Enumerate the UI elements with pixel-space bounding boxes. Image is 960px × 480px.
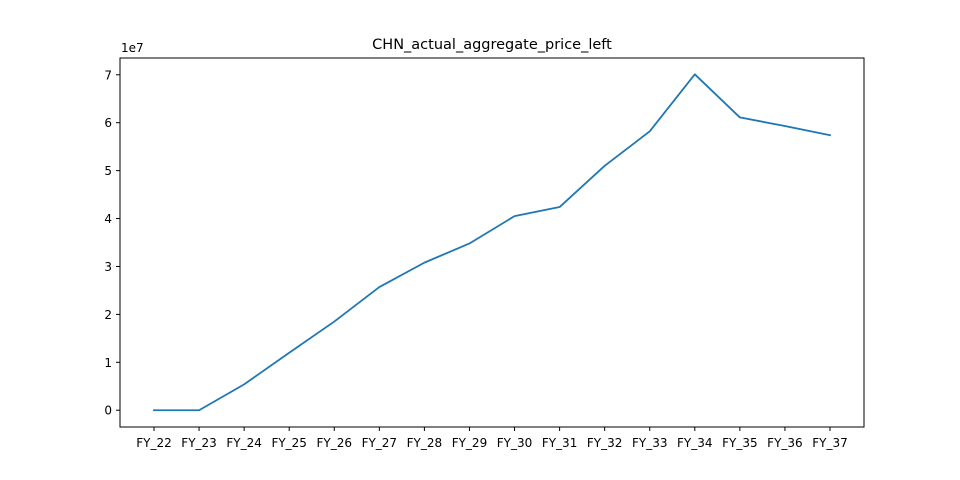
x-tick-label: FY_35 xyxy=(722,436,758,450)
x-tick-label: FY_28 xyxy=(407,436,443,450)
x-tick-label: FY_27 xyxy=(362,436,398,450)
x-tick-label: FY_22 xyxy=(136,436,172,450)
y-tick-label: 6 xyxy=(104,116,112,130)
y-tick-label: 3 xyxy=(104,260,112,274)
y-tick-label: 7 xyxy=(104,68,112,82)
x-tick-label: FY_37 xyxy=(812,436,848,450)
series-group xyxy=(153,73,832,412)
x-tick-label: FY_29 xyxy=(452,436,488,450)
y-tick-label: 4 xyxy=(104,212,112,226)
x-tick-label: FY_24 xyxy=(226,436,262,450)
y-offset-label: 1e7 xyxy=(121,41,144,55)
x-tick-label: FY_30 xyxy=(497,436,533,450)
y-tick-label: 2 xyxy=(104,308,112,322)
x-tick-label: FY_36 xyxy=(767,436,803,450)
x-tick-label: FY_33 xyxy=(632,436,668,450)
x-tick-label: FY_31 xyxy=(542,436,578,450)
series-line xyxy=(153,73,832,412)
x-axis: FY_22 FY_23 FY_24 FY_25 FY_26 FY_27 FY_28 FY_29… xyxy=(136,427,848,450)
x-tick-label: FY_23 xyxy=(181,436,217,450)
x-tick-label: FY_25 xyxy=(271,436,307,450)
x-tick-label: FY_34 xyxy=(677,436,713,450)
y-tick-label: 0 xyxy=(104,404,112,418)
y-tick-label: 5 xyxy=(104,164,112,178)
plot-frame xyxy=(119,57,865,428)
x-tick-label: FY_26 xyxy=(317,436,353,450)
plot-area xyxy=(119,57,865,428)
y-axis: 0 1 2 3 4 5 6 7 xyxy=(104,68,120,418)
x-tick-label: FY_32 xyxy=(587,436,623,450)
chart-title: CHN_actual_aggregate_price_left xyxy=(372,37,612,53)
y-tick-label: 1 xyxy=(104,356,112,370)
